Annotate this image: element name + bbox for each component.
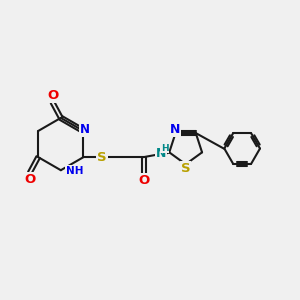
Text: O: O <box>47 89 58 102</box>
Text: N: N <box>80 123 90 136</box>
Text: S: S <box>97 151 107 164</box>
Text: S: S <box>181 162 190 175</box>
Text: N: N <box>156 147 167 160</box>
Text: H: H <box>161 144 169 153</box>
Text: O: O <box>138 174 149 188</box>
Text: N: N <box>170 123 180 136</box>
Text: NH: NH <box>66 166 84 176</box>
Text: O: O <box>24 172 35 186</box>
